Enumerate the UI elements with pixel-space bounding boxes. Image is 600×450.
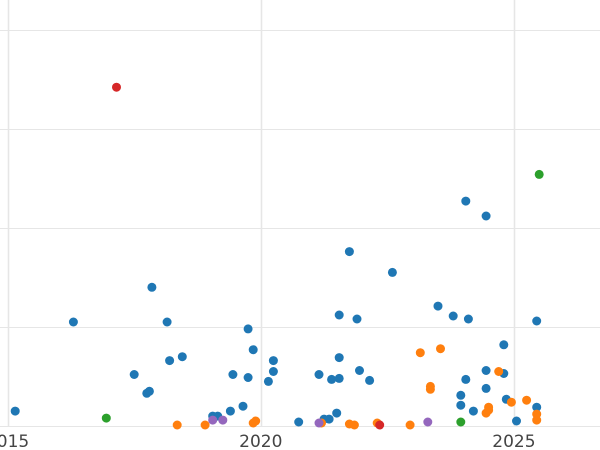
data-point-series-0-37 <box>456 390 466 400</box>
data-point-series-1-11 <box>425 381 435 391</box>
grid <box>0 0 600 427</box>
data-point-series-0-17 <box>263 376 273 386</box>
data-point-series-0-49 <box>532 402 542 412</box>
x-tick-label-0: 2015 <box>0 432 29 450</box>
data-point-series-0-46 <box>499 340 509 350</box>
data-point-series-0-2 <box>129 370 139 379</box>
data-point-series-0-40 <box>463 314 473 324</box>
data-point-series-0-32 <box>365 375 375 385</box>
data-point-series-0-36 <box>456 400 466 410</box>
data-point-series-1-1 <box>200 420 210 430</box>
data-point-series-0-26 <box>334 373 344 383</box>
data-point-series-0-0 <box>10 406 20 416</box>
data-point-series-1-20 <box>532 409 542 419</box>
data-point-series-0-23 <box>324 414 334 424</box>
data-points <box>10 82 544 430</box>
data-point-series-0-39 <box>461 196 471 206</box>
data-point-series-1-12 <box>436 344 445 354</box>
data-point-series-0-1 <box>68 317 78 327</box>
data-point-series-0-38 <box>461 374 471 384</box>
data-point-series-0-30 <box>352 314 362 324</box>
data-point-series-0-14 <box>243 373 253 382</box>
data-point-series-0-28 <box>334 310 344 320</box>
data-point-series-0-20 <box>294 417 304 427</box>
data-point-series-1-6 <box>349 420 359 430</box>
x-tick-label-2: 2025 <box>492 432 535 450</box>
data-point-series-0-48 <box>512 416 521 426</box>
data-point-series-2-1 <box>456 417 466 427</box>
data-point-series-3-0 <box>112 82 121 92</box>
data-point-series-0-19 <box>268 356 278 366</box>
data-point-series-4-1 <box>218 415 228 425</box>
data-point-series-4-2 <box>314 418 324 428</box>
data-point-series-0-43 <box>481 366 491 375</box>
data-point-series-0-29 <box>344 247 354 257</box>
data-point-series-0-12 <box>228 370 238 379</box>
data-point-series-4-3 <box>423 417 433 427</box>
data-point-series-0-50 <box>532 316 542 326</box>
data-point-series-0-33 <box>387 267 397 277</box>
data-point-series-0-11 <box>225 406 235 416</box>
data-point-series-1-16 <box>494 367 504 376</box>
data-point-series-3-1 <box>375 420 385 430</box>
data-point-series-0-8 <box>177 352 187 362</box>
data-point-series-1-17 <box>506 397 516 407</box>
data-point-series-0-16 <box>248 345 258 355</box>
data-point-series-0-15 <box>243 324 253 334</box>
data-point-series-0-27 <box>334 353 344 363</box>
data-point-series-1-3 <box>251 416 261 426</box>
data-point-series-0-4 <box>144 386 154 396</box>
data-point-series-0-13 <box>238 401 248 411</box>
data-point-series-1-15 <box>484 405 494 415</box>
data-point-series-0-7 <box>165 356 175 366</box>
data-point-series-1-8 <box>405 420 415 430</box>
x-axis-tick-labels: 2015 2020 2025 <box>0 432 536 450</box>
data-point-series-4-0 <box>208 415 218 425</box>
data-point-series-0-6 <box>162 317 172 327</box>
x-tick-label-1: 2020 <box>239 432 282 450</box>
data-point-series-2-2 <box>534 169 544 179</box>
data-point-series-0-44 <box>481 211 491 221</box>
data-point-series-0-35 <box>448 311 458 321</box>
data-point-series-0-21 <box>314 370 324 379</box>
data-point-series-0-42 <box>481 383 491 393</box>
data-point-series-0-24 <box>327 374 337 384</box>
data-point-series-0-41 <box>468 406 478 416</box>
data-point-series-2-0 <box>101 413 111 423</box>
data-point-series-1-9 <box>415 348 425 358</box>
data-point-series-0-34 <box>433 301 443 311</box>
data-point-series-0-25 <box>332 408 342 418</box>
data-point-series-1-0 <box>172 420 182 430</box>
data-point-series-0-31 <box>355 366 364 375</box>
data-point-series-1-18 <box>522 395 532 405</box>
data-point-series-0-5 <box>147 282 157 292</box>
data-point-series-0-18 <box>268 367 278 376</box>
